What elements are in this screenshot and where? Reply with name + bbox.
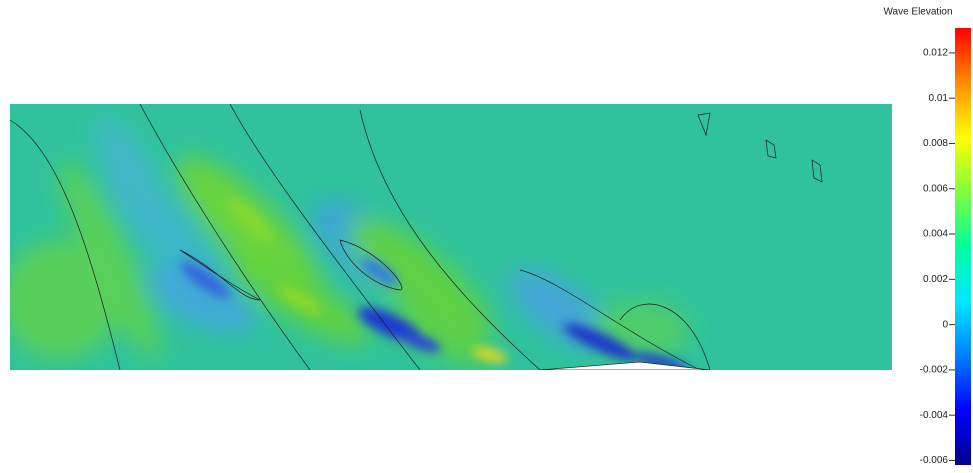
colorbar-tick-label: -0.006 [920,455,949,466]
colorbar-tick-label: -0.004 [920,410,949,421]
colorbar-tick-label: -0.002 [920,365,949,376]
colorbar-tick-label: 0 [942,319,948,330]
colorbar-tick-label: 0.004 [923,229,948,240]
colorbar-tick-label: 0.002 [923,274,948,285]
colorbar-title: Wave Elevation [883,7,952,18]
contour-field [0,104,892,382]
colorbar-tick-label: 0.01 [929,93,949,104]
colorbar-tick-label: 0.012 [923,48,948,59]
chart: Wave Elevation 0.012 0.01 0.008 0.006 0.004 0… [0,0,973,468]
colorbar-tick-label: 0.006 [923,183,948,194]
colorbar [955,28,971,465]
colorbar-tick-label: 0.008 [923,138,948,149]
